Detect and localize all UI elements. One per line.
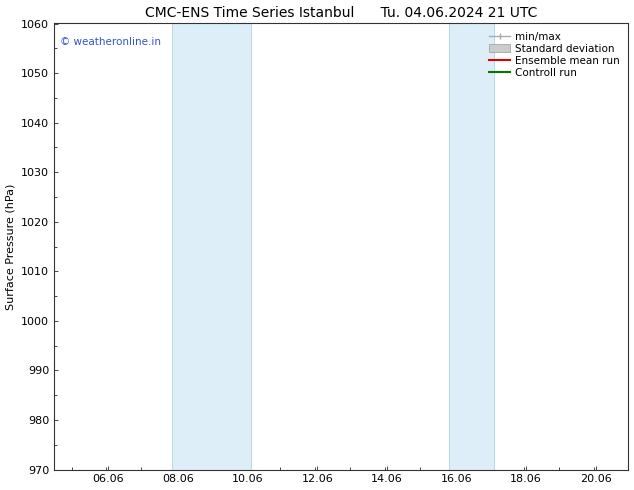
Bar [172,24,251,469]
Title: CMC-ENS Time Series Istanbul      Tu. 04.06.2024 21 UTC: CMC-ENS Time Series Istanbul Tu. 04.06.2… [145,5,538,20]
Bar [449,24,495,469]
Text: © weatheronline.in: © weatheronline.in [60,37,161,47]
Y-axis label: Surface Pressure (hPa): Surface Pressure (hPa) [6,183,16,310]
Legend: min/max, Standard deviation, Ensemble mean run, Controll run: min/max, Standard deviation, Ensemble me… [486,29,623,81]
